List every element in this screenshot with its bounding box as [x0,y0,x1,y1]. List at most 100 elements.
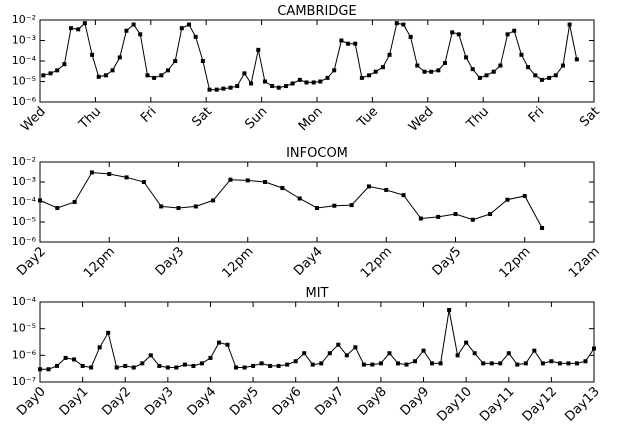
data-point [214,87,219,92]
chart-title: MIT [306,286,329,301]
data-point [547,75,552,80]
data-point [176,206,181,211]
data-point [200,59,205,63]
data-point [174,365,179,370]
data-point [148,353,153,358]
data-point [549,359,554,364]
data-point [225,342,230,347]
data-point [242,365,247,370]
data-point [211,198,216,203]
data-point [173,59,178,63]
data-point [430,361,435,366]
data-point [522,193,527,198]
data-point [436,214,441,219]
data-point [387,351,392,356]
data-point [560,63,565,68]
data-point [179,26,184,31]
data-point [450,30,455,35]
data-point [62,62,67,67]
data-point [455,353,460,358]
data-point [46,367,51,372]
data-point [290,81,295,86]
data-point [207,87,212,92]
data-point [359,75,364,80]
y-tick-label: 10⁻⁶ [12,348,37,361]
y-tick-label: 10⁻⁴ [12,54,37,67]
data-point [263,180,268,184]
y-tick-label: 10⁻³ [12,175,36,188]
data-point [318,79,323,84]
data-point [55,363,60,368]
data-point [418,216,423,221]
data-point [484,73,489,78]
data-point [182,362,187,367]
data-point [505,197,510,202]
data-point [131,22,136,27]
data-point [394,21,399,26]
data-point [251,363,256,368]
data-point [339,38,344,43]
data-point [498,63,503,68]
data-point [519,52,524,57]
data-point [262,79,267,84]
data-point [159,73,164,78]
data-point [165,68,170,73]
data-point [526,65,531,70]
data-point [384,187,389,192]
data-point [413,359,418,364]
y-tick-label: 10⁻² [12,155,36,168]
data-point [438,361,443,366]
data-point [187,22,192,27]
data-line [39,171,543,229]
data-point [208,355,213,360]
data-point [97,345,102,350]
data-point [370,362,375,367]
data-point [221,86,226,91]
data-point [159,204,164,209]
data-point [533,73,538,78]
data-point [557,361,562,366]
data-point [353,345,358,350]
data-point [41,73,46,78]
data-point [353,41,358,46]
data-point [76,27,81,32]
y-tick-label: 10⁻³ [12,34,36,47]
data-point [199,361,204,366]
data-point [285,362,290,367]
data-point [103,73,108,78]
data-point [145,73,150,78]
data-point [72,200,77,204]
data-point [235,84,240,89]
data-point [297,196,302,201]
data-point [55,68,60,73]
data-point [401,193,406,198]
data-point [152,75,157,80]
data-point [228,85,233,90]
data-point [242,71,247,76]
y-tick-label: 10⁻⁴ [12,195,37,208]
data-point [491,69,496,74]
data-point [361,362,366,367]
data-point [346,41,351,46]
data-point [89,365,94,370]
data-point [245,178,250,183]
data-point [506,351,511,356]
data-point [117,55,122,60]
data-point [90,52,95,57]
data-point [259,361,264,366]
data-point [302,351,307,356]
data-point [470,67,475,72]
data-point [38,367,42,372]
data-point [574,57,579,62]
data-point [110,68,115,73]
data-point [124,175,129,180]
data-point [470,217,475,222]
data-point [107,172,112,177]
y-tick-label: 10⁻⁶ [12,95,37,108]
data-point [336,342,341,347]
y-tick-label: 10⁻⁷ [12,375,36,388]
data-point [344,353,349,358]
data-point [124,28,129,33]
data-point [315,206,319,211]
data-point [404,362,409,367]
